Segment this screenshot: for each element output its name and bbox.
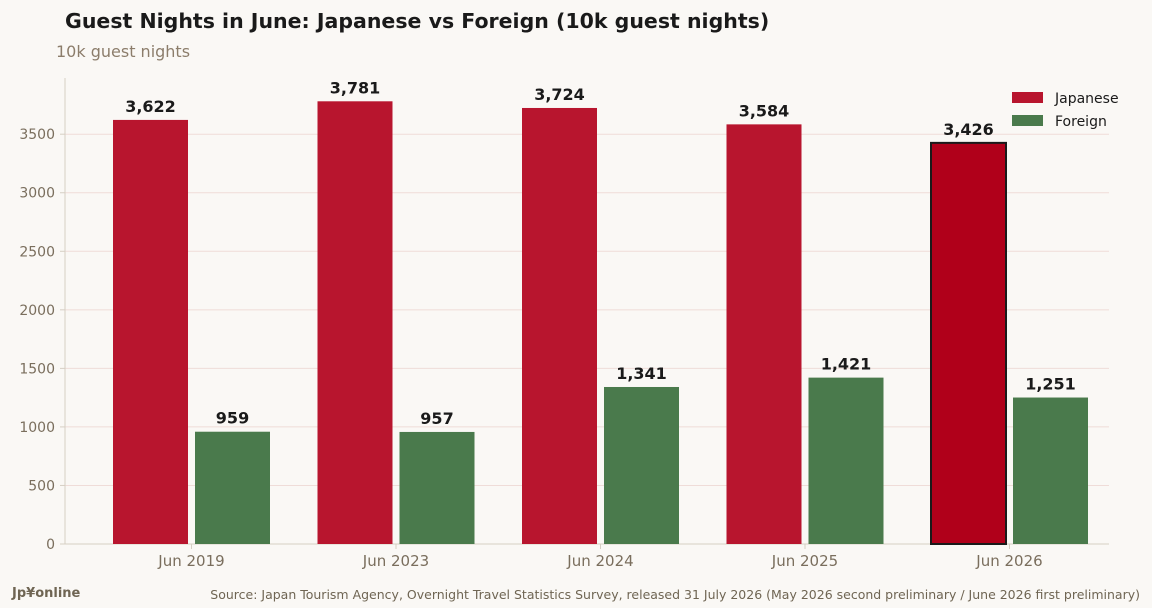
x-tick-label: Jun 2026 [975,552,1042,570]
y-tick-label: 1000 [19,420,55,436]
japanese-bar [930,141,1007,545]
y-tick-label: 3000 [19,186,55,202]
x-tick-label: Jun 2024 [566,552,633,570]
chart-title: Guest Nights in June: Japanese vs Foreig… [65,9,770,33]
foreign-bar [399,431,475,544]
y-tick-label: 3500 [19,127,55,143]
x-tick-label: Jun 2019 [157,552,224,570]
y-tick-label: 1500 [19,361,55,377]
japanese-bar [113,119,188,545]
legend: Japanese Foreign [1012,91,1119,130]
legend-label-japanese: Japanese [1054,91,1119,107]
y-tick-label: 2000 [19,303,55,319]
japanese-bar [522,107,597,544]
legend-swatch-japanese [1012,92,1043,103]
legend-label-foreign: Foreign [1055,114,1107,130]
data-label: 3,426 [943,120,994,139]
y-tick-label: 2500 [19,244,55,260]
data-label: 959 [216,409,249,428]
chart-subtitle: 10k guest nights [56,42,191,61]
data-label: 3,622 [125,97,176,116]
foreign-bar [1013,397,1088,544]
x-tick-label: Jun 2025 [771,552,838,570]
data-label: 957 [420,409,453,428]
y-tick-label: 0 [46,537,55,553]
source-note: Source: Japan Tourism Agency, Overnight … [210,587,1140,602]
foreign-bar [195,431,270,544]
data-label: 3,584 [739,101,790,120]
data-label: 1,341 [616,364,667,383]
japanese-bar [726,124,802,544]
bars [113,101,1088,545]
data-label: 1,421 [821,355,872,374]
brand-logo: Jp¥online [12,586,81,601]
foreign-bar [604,386,679,544]
x-tick-label: Jun 2023 [362,552,429,570]
foreign-bar [808,377,884,544]
data-labels: 3,622 959 3,781 957 3,724 1,341 3,584 1,421 3,42… [125,78,1076,428]
data-label: 1,251 [1025,375,1076,394]
data-label: 3,781 [330,78,381,97]
legend-swatch-foreign [1012,115,1043,126]
y-tick-label: 500 [28,478,55,494]
japanese-bar [317,101,393,545]
data-label: 3,724 [534,85,585,104]
